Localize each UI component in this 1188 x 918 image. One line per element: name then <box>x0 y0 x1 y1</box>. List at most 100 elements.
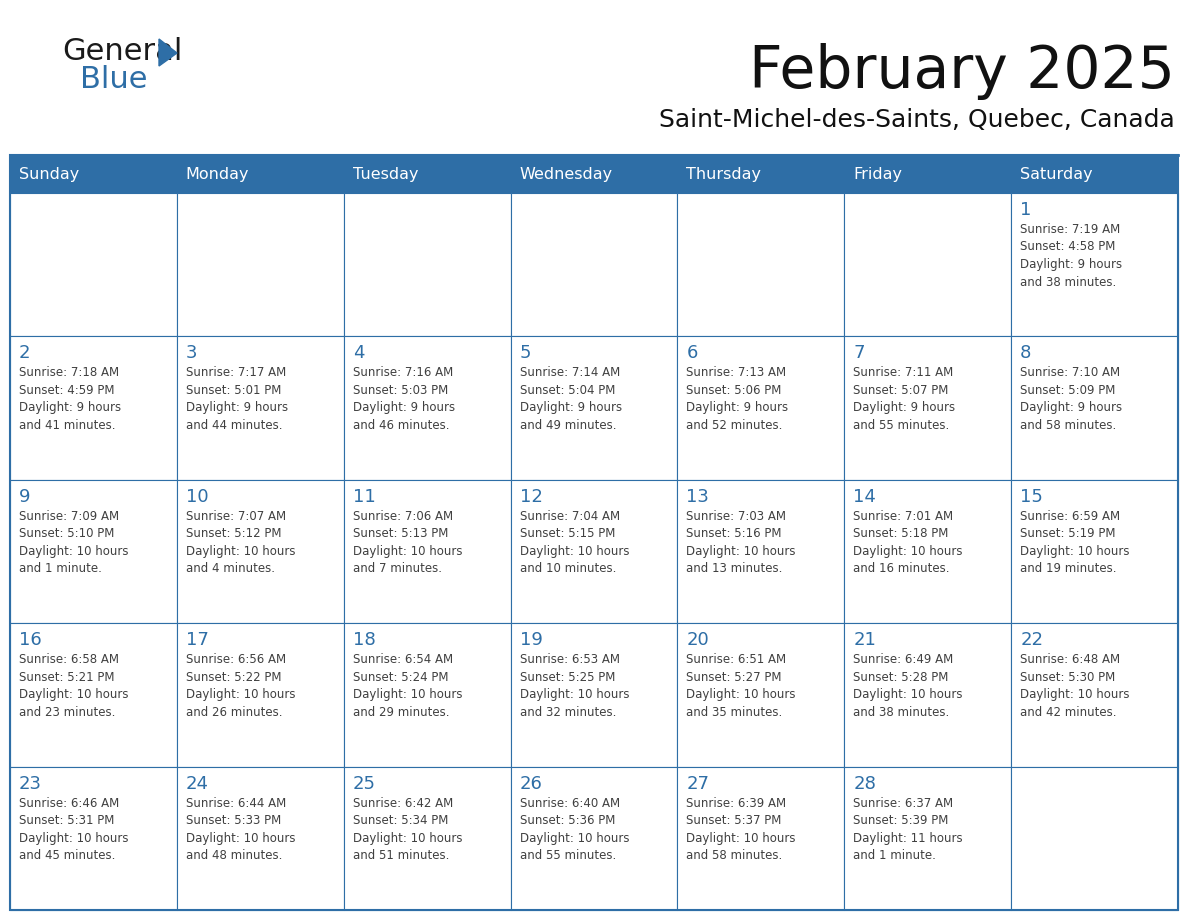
Text: 28: 28 <box>853 775 877 792</box>
Bar <box>511 336 677 480</box>
Bar <box>343 155 511 193</box>
Bar <box>10 155 177 193</box>
Text: 26: 26 <box>519 775 543 792</box>
Text: 15: 15 <box>1020 487 1043 506</box>
Bar <box>845 623 1011 767</box>
Text: Sunrise: 6:58 AM
Sunset: 5:21 PM
Daylight: 10 hours
and 23 minutes.: Sunrise: 6:58 AM Sunset: 5:21 PM Dayligh… <box>19 654 128 719</box>
Bar <box>343 336 511 480</box>
Text: 5: 5 <box>519 344 531 363</box>
Bar <box>845 336 1011 480</box>
Bar <box>677 193 845 336</box>
Text: Sunrise: 6:39 AM
Sunset: 5:37 PM
Daylight: 10 hours
and 58 minutes.: Sunrise: 6:39 AM Sunset: 5:37 PM Dayligh… <box>687 797 796 862</box>
Bar <box>511 767 677 910</box>
Text: Sunrise: 7:04 AM
Sunset: 5:15 PM
Daylight: 10 hours
and 10 minutes.: Sunrise: 7:04 AM Sunset: 5:15 PM Dayligh… <box>519 509 630 576</box>
Text: 4: 4 <box>353 344 365 363</box>
Bar <box>677 623 845 767</box>
Text: 16: 16 <box>19 632 42 649</box>
Text: 9: 9 <box>19 487 31 506</box>
Text: 27: 27 <box>687 775 709 792</box>
Text: 24: 24 <box>185 775 209 792</box>
Text: Sunrise: 6:42 AM
Sunset: 5:34 PM
Daylight: 10 hours
and 51 minutes.: Sunrise: 6:42 AM Sunset: 5:34 PM Dayligh… <box>353 797 462 862</box>
Text: 11: 11 <box>353 487 375 506</box>
Bar <box>343 480 511 623</box>
Bar <box>10 193 177 336</box>
Text: Blue: Blue <box>80 65 147 95</box>
Bar <box>677 767 845 910</box>
Bar <box>511 155 677 193</box>
Bar <box>677 155 845 193</box>
Bar <box>177 767 343 910</box>
Text: 7: 7 <box>853 344 865 363</box>
Text: Sunrise: 7:01 AM
Sunset: 5:18 PM
Daylight: 10 hours
and 16 minutes.: Sunrise: 7:01 AM Sunset: 5:18 PM Dayligh… <box>853 509 962 576</box>
Text: Sunrise: 7:10 AM
Sunset: 5:09 PM
Daylight: 9 hours
and 58 minutes.: Sunrise: 7:10 AM Sunset: 5:09 PM Dayligh… <box>1020 366 1123 431</box>
Text: Sunrise: 6:51 AM
Sunset: 5:27 PM
Daylight: 10 hours
and 35 minutes.: Sunrise: 6:51 AM Sunset: 5:27 PM Dayligh… <box>687 654 796 719</box>
Text: Friday: Friday <box>853 166 902 182</box>
Bar <box>511 623 677 767</box>
Bar <box>343 623 511 767</box>
Text: 1: 1 <box>1020 201 1031 219</box>
Text: 23: 23 <box>19 775 42 792</box>
Text: General: General <box>62 38 183 66</box>
Bar <box>10 336 177 480</box>
Bar <box>1011 623 1178 767</box>
Text: Sunrise: 6:44 AM
Sunset: 5:33 PM
Daylight: 10 hours
and 48 minutes.: Sunrise: 6:44 AM Sunset: 5:33 PM Dayligh… <box>185 797 296 862</box>
Bar <box>1011 155 1178 193</box>
Text: Sunrise: 7:19 AM
Sunset: 4:58 PM
Daylight: 9 hours
and 38 minutes.: Sunrise: 7:19 AM Sunset: 4:58 PM Dayligh… <box>1020 223 1123 288</box>
Text: Sunrise: 7:16 AM
Sunset: 5:03 PM
Daylight: 9 hours
and 46 minutes.: Sunrise: 7:16 AM Sunset: 5:03 PM Dayligh… <box>353 366 455 431</box>
Text: Saturday: Saturday <box>1020 166 1093 182</box>
Text: 14: 14 <box>853 487 877 506</box>
Text: Sunday: Sunday <box>19 166 80 182</box>
Bar <box>10 623 177 767</box>
Bar <box>845 480 1011 623</box>
Text: Sunrise: 7:11 AM
Sunset: 5:07 PM
Daylight: 9 hours
and 55 minutes.: Sunrise: 7:11 AM Sunset: 5:07 PM Dayligh… <box>853 366 955 431</box>
Bar <box>10 480 177 623</box>
Bar <box>10 767 177 910</box>
Bar <box>845 155 1011 193</box>
Bar <box>845 193 1011 336</box>
Bar <box>1011 480 1178 623</box>
Bar <box>1011 336 1178 480</box>
Text: Saint-Michel-des-Saints, Quebec, Canada: Saint-Michel-des-Saints, Quebec, Canada <box>659 108 1175 132</box>
Bar <box>177 623 343 767</box>
Text: 13: 13 <box>687 487 709 506</box>
Bar <box>177 336 343 480</box>
Text: 20: 20 <box>687 632 709 649</box>
Text: 8: 8 <box>1020 344 1031 363</box>
Text: Sunrise: 7:18 AM
Sunset: 4:59 PM
Daylight: 9 hours
and 41 minutes.: Sunrise: 7:18 AM Sunset: 4:59 PM Dayligh… <box>19 366 121 431</box>
Text: Wednesday: Wednesday <box>519 166 613 182</box>
Text: 22: 22 <box>1020 632 1043 649</box>
Bar <box>10 155 1178 910</box>
Text: Sunrise: 6:49 AM
Sunset: 5:28 PM
Daylight: 10 hours
and 38 minutes.: Sunrise: 6:49 AM Sunset: 5:28 PM Dayligh… <box>853 654 962 719</box>
Text: Sunrise: 6:59 AM
Sunset: 5:19 PM
Daylight: 10 hours
and 19 minutes.: Sunrise: 6:59 AM Sunset: 5:19 PM Dayligh… <box>1020 509 1130 576</box>
Bar <box>177 193 343 336</box>
Text: 10: 10 <box>185 487 208 506</box>
Text: Sunrise: 6:54 AM
Sunset: 5:24 PM
Daylight: 10 hours
and 29 minutes.: Sunrise: 6:54 AM Sunset: 5:24 PM Dayligh… <box>353 654 462 719</box>
Text: Sunrise: 7:14 AM
Sunset: 5:04 PM
Daylight: 9 hours
and 49 minutes.: Sunrise: 7:14 AM Sunset: 5:04 PM Dayligh… <box>519 366 621 431</box>
Bar <box>1011 193 1178 336</box>
Bar <box>677 336 845 480</box>
Text: Sunrise: 7:17 AM
Sunset: 5:01 PM
Daylight: 9 hours
and 44 minutes.: Sunrise: 7:17 AM Sunset: 5:01 PM Dayligh… <box>185 366 287 431</box>
Text: Sunrise: 6:53 AM
Sunset: 5:25 PM
Daylight: 10 hours
and 32 minutes.: Sunrise: 6:53 AM Sunset: 5:25 PM Dayligh… <box>519 654 630 719</box>
Text: Sunrise: 7:09 AM
Sunset: 5:10 PM
Daylight: 10 hours
and 1 minute.: Sunrise: 7:09 AM Sunset: 5:10 PM Dayligh… <box>19 509 128 576</box>
Text: 17: 17 <box>185 632 209 649</box>
Text: Sunrise: 6:37 AM
Sunset: 5:39 PM
Daylight: 11 hours
and 1 minute.: Sunrise: 6:37 AM Sunset: 5:39 PM Dayligh… <box>853 797 963 862</box>
Text: Sunrise: 7:06 AM
Sunset: 5:13 PM
Daylight: 10 hours
and 7 minutes.: Sunrise: 7:06 AM Sunset: 5:13 PM Dayligh… <box>353 509 462 576</box>
Text: 12: 12 <box>519 487 543 506</box>
Bar <box>677 480 845 623</box>
Text: 19: 19 <box>519 632 543 649</box>
Bar <box>177 480 343 623</box>
Text: 18: 18 <box>353 632 375 649</box>
Bar <box>177 155 343 193</box>
Text: 3: 3 <box>185 344 197 363</box>
Text: 2: 2 <box>19 344 31 363</box>
Text: Sunrise: 7:13 AM
Sunset: 5:06 PM
Daylight: 9 hours
and 52 minutes.: Sunrise: 7:13 AM Sunset: 5:06 PM Dayligh… <box>687 366 789 431</box>
Text: 25: 25 <box>353 775 375 792</box>
Text: Sunrise: 6:56 AM
Sunset: 5:22 PM
Daylight: 10 hours
and 26 minutes.: Sunrise: 6:56 AM Sunset: 5:22 PM Dayligh… <box>185 654 296 719</box>
Text: February 2025: February 2025 <box>750 43 1175 100</box>
Text: Tuesday: Tuesday <box>353 166 418 182</box>
Bar <box>511 193 677 336</box>
Text: Sunrise: 6:48 AM
Sunset: 5:30 PM
Daylight: 10 hours
and 42 minutes.: Sunrise: 6:48 AM Sunset: 5:30 PM Dayligh… <box>1020 654 1130 719</box>
Bar <box>845 767 1011 910</box>
Text: Sunrise: 6:46 AM
Sunset: 5:31 PM
Daylight: 10 hours
and 45 minutes.: Sunrise: 6:46 AM Sunset: 5:31 PM Dayligh… <box>19 797 128 862</box>
Text: Thursday: Thursday <box>687 166 762 182</box>
